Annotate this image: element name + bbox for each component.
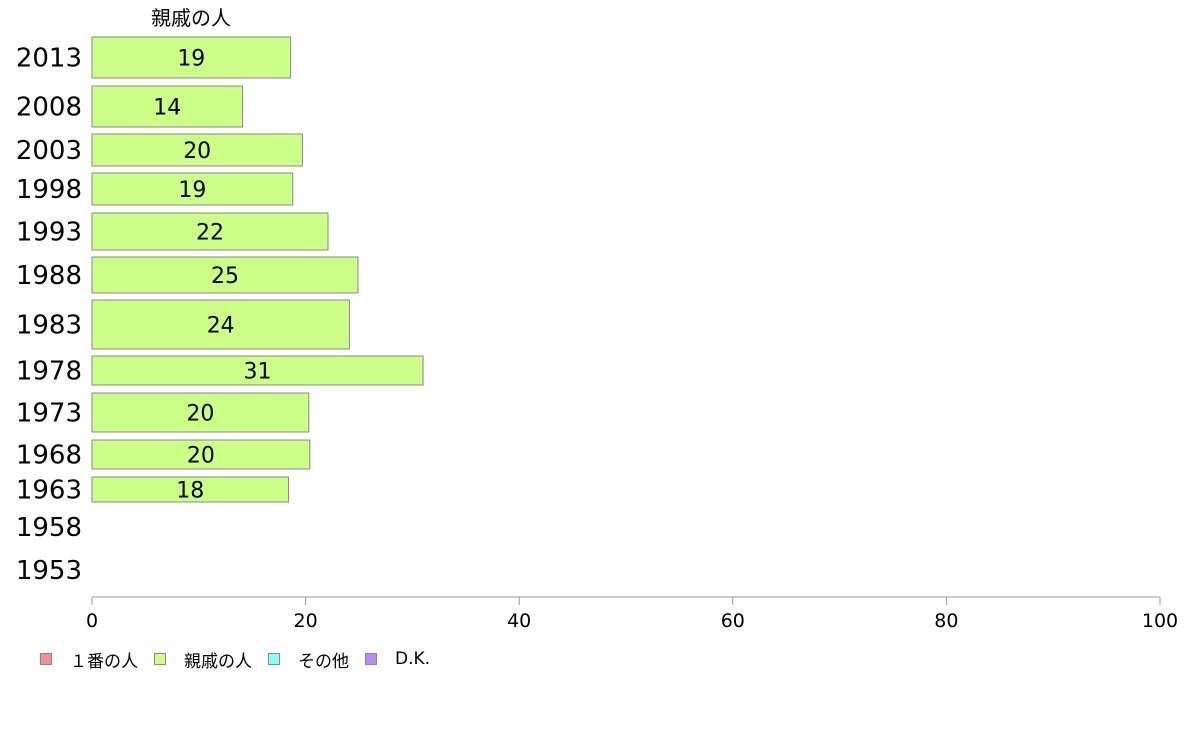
column-header: 親戚の人 xyxy=(151,6,231,30)
bar-value-label: 19 xyxy=(177,47,205,72)
legend-item: １番の人 xyxy=(40,647,138,672)
bar-value-label: 20 xyxy=(186,402,214,427)
legend-item: 親戚の人 xyxy=(154,647,252,672)
category-label: 1953 xyxy=(16,556,82,586)
legend-label: １番の人 xyxy=(70,651,138,672)
bar xyxy=(91,133,303,167)
x-tick-label: 0 xyxy=(86,610,98,632)
category-label: 1963 xyxy=(16,476,82,506)
bar-value-label: 18 xyxy=(176,479,204,504)
bars: 2013 19 2008 14 2003 20 1998 19 1993 22 1988 25 1983… xyxy=(16,36,424,586)
bar xyxy=(91,355,424,386)
x-tick-label: 20 xyxy=(294,610,318,632)
bar-value-label: 20 xyxy=(183,139,211,164)
bar-value-label: 19 xyxy=(178,178,206,203)
category-label: 1968 xyxy=(16,441,82,471)
legend-label: その他 xyxy=(298,651,349,672)
bar xyxy=(91,256,359,294)
bar-value-label: 24 xyxy=(207,314,235,339)
bar-value-label: 22 xyxy=(196,221,224,246)
bar-value-label: 25 xyxy=(211,264,239,289)
x-axis: 0 20 40 60 80 100 xyxy=(86,596,1178,632)
bar xyxy=(91,476,290,503)
x-tick-label: 100 xyxy=(1142,610,1178,632)
legend-item: その他 xyxy=(268,647,349,672)
bar xyxy=(91,392,310,433)
category-label: 1983 xyxy=(16,311,82,341)
legend-label: 親戚の人 xyxy=(184,651,252,672)
bar xyxy=(91,439,311,470)
bar xyxy=(91,172,294,206)
bar xyxy=(91,36,292,79)
legend: １番の人 親戚の人 その他 D.K. xyxy=(40,647,446,672)
legend-swatch xyxy=(365,653,377,665)
bar xyxy=(91,85,244,128)
legend-swatch xyxy=(40,653,52,665)
x-tick-label: 40 xyxy=(507,610,531,632)
category-label: 1998 xyxy=(16,175,82,205)
x-tick-label: 60 xyxy=(721,610,745,632)
category-label: 2003 xyxy=(16,136,82,166)
category-label: 1988 xyxy=(16,261,82,291)
bar-value-label: 14 xyxy=(153,96,181,121)
x-tick-label: 80 xyxy=(934,610,958,632)
category-label: 1993 xyxy=(16,218,82,248)
bar xyxy=(91,299,350,350)
bar xyxy=(91,212,329,251)
legend-label: D.K. xyxy=(395,649,431,669)
category-label: 2013 xyxy=(16,44,82,74)
bar-value-label: 20 xyxy=(187,444,215,469)
legend-swatch xyxy=(154,653,166,665)
category-label: 1978 xyxy=(16,357,82,387)
category-label: 1958 xyxy=(16,513,82,543)
legend-item: D.K. xyxy=(365,649,430,669)
legend-swatch xyxy=(268,653,280,665)
bar-value-label: 31 xyxy=(244,360,272,385)
category-label: 2008 xyxy=(16,93,82,123)
category-label: 1973 xyxy=(16,399,82,429)
